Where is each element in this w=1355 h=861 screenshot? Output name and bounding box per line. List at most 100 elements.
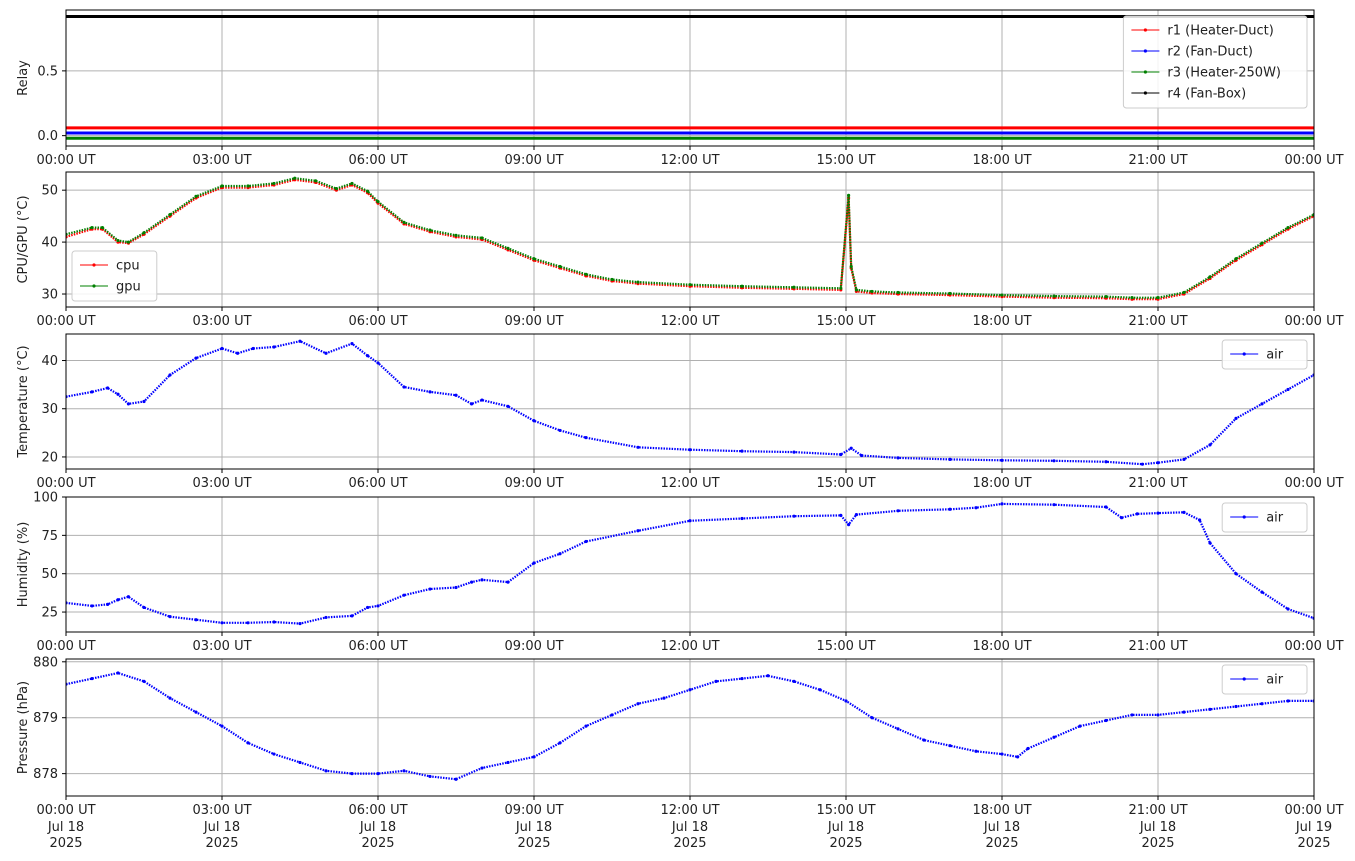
- data-point: [350, 342, 354, 346]
- data-point: [506, 580, 510, 584]
- data-point: [246, 741, 250, 745]
- y-tick-label: 40: [41, 236, 58, 251]
- data-point: [194, 618, 198, 622]
- data-point: [847, 523, 851, 527]
- x-tick-label: 00:00 UT: [1284, 476, 1343, 491]
- data-point: [293, 176, 297, 180]
- data-point: [90, 390, 94, 394]
- data-point: [1260, 590, 1264, 594]
- data-point: [506, 246, 510, 250]
- data-point: [116, 598, 120, 602]
- x-tick-label: 12:00 UT: [660, 476, 719, 491]
- data-point: [246, 184, 250, 188]
- data-point: [1234, 572, 1238, 576]
- data-point: [847, 193, 851, 197]
- data-point: [688, 519, 692, 523]
- data-point: [106, 602, 110, 606]
- data-point: [896, 456, 900, 460]
- legend-entry: air: [1266, 673, 1284, 688]
- data-point: [1156, 511, 1160, 515]
- data-point: [1078, 724, 1082, 728]
- legend-entry: r4 (Fan-Box): [1167, 87, 1246, 102]
- x-tick-label: 12:00 UT: [660, 803, 719, 818]
- data-point: [314, 179, 318, 183]
- data-point: [636, 445, 640, 449]
- data-point: [142, 605, 146, 610]
- y-tick-label: 30: [41, 288, 58, 303]
- data-point: [1286, 225, 1290, 230]
- data-point: [792, 285, 796, 289]
- x-tick-label: 00:00 UT: [1284, 639, 1343, 654]
- data-point: [402, 593, 406, 597]
- data-point: [402, 385, 406, 389]
- x-tick-label: 21:00 UT: [1128, 314, 1187, 329]
- y-tick-label: 0.5: [37, 64, 58, 79]
- legend-swatch-marker: [92, 284, 96, 288]
- series-line-air: [66, 340, 1314, 466]
- data-point: [948, 457, 952, 461]
- x-tick-label: 06:00 UT: [348, 639, 407, 654]
- x-tick-label: 06:00 UT: [348, 314, 407, 329]
- x-tick-label: 06:00 UT: [348, 153, 407, 168]
- data-point: [454, 393, 458, 397]
- data-point: [610, 277, 614, 282]
- data-point: [1234, 416, 1238, 420]
- x-tick-label: 06:00 UT: [348, 476, 407, 491]
- data-point: [90, 225, 94, 230]
- y-axis-label: Temperature (°C): [16, 345, 31, 458]
- data-point: [90, 604, 94, 608]
- plot-frame: [65, 171, 1315, 308]
- data-point: [402, 769, 406, 773]
- data-point: [220, 621, 224, 625]
- data-point: [194, 194, 198, 199]
- data-point: [974, 506, 978, 510]
- data-point: [1104, 460, 1108, 464]
- data-point: [194, 710, 198, 714]
- data-point: [376, 199, 380, 204]
- data-point: [246, 621, 250, 625]
- data-point: [1260, 702, 1264, 706]
- legend-entry: cpu: [116, 259, 140, 274]
- data-point: [116, 238, 120, 243]
- data-point: [688, 448, 692, 452]
- x-tick-label: 18:00 UT: [972, 803, 1031, 818]
- data-point: [324, 769, 328, 773]
- data-point: [839, 452, 843, 457]
- legend-swatch-marker: [1143, 49, 1147, 53]
- data-point: [1052, 459, 1056, 463]
- x-tick-date-label: 2025: [673, 836, 706, 851]
- data-point: [100, 225, 104, 230]
- legend-swatch-marker: [1143, 28, 1147, 32]
- y-tick-label: 878: [33, 767, 58, 782]
- data-point: [532, 257, 536, 261]
- plot-frame: [65, 333, 1315, 470]
- data-point: [454, 585, 458, 590]
- data-point: [1260, 402, 1264, 406]
- data-point: [818, 688, 822, 692]
- x-tick-date-label: Jul 18: [47, 820, 84, 835]
- data-point: [1104, 295, 1108, 299]
- subplot-4: 00:00 UT 03:00 UT 06:00 UT 09:00 UT 12:00 UT…: [16, 491, 1344, 655]
- data-point: [350, 181, 354, 186]
- x-tick-label: 15:00 UT: [816, 803, 875, 818]
- plot-frame: [65, 658, 1315, 797]
- x-tick-label: 18:00 UT: [972, 314, 1031, 329]
- series-line-cpu: [66, 178, 1314, 301]
- x-tick-label: 03:00 UT: [192, 314, 251, 329]
- x-tick-label: 00:00 UT: [36, 314, 95, 329]
- data-point: [1104, 505, 1108, 509]
- legend-swatch-marker: [1143, 70, 1147, 74]
- x-tick-label: 18:00 UT: [972, 639, 1031, 654]
- y-tick-label: 100: [33, 491, 58, 506]
- x-tick-label: 12:00 UT: [660, 314, 719, 329]
- data-point: [428, 390, 432, 394]
- data-point: [948, 291, 952, 296]
- series-line-air: [66, 671, 1314, 781]
- legend-entry: r3 (Heater-250W): [1167, 66, 1281, 81]
- data-point: [454, 233, 458, 237]
- data-point: [740, 284, 744, 288]
- data-point: [558, 741, 562, 745]
- legend: air: [1221, 339, 1308, 370]
- data-point: [1156, 296, 1160, 300]
- data-point: [116, 671, 120, 675]
